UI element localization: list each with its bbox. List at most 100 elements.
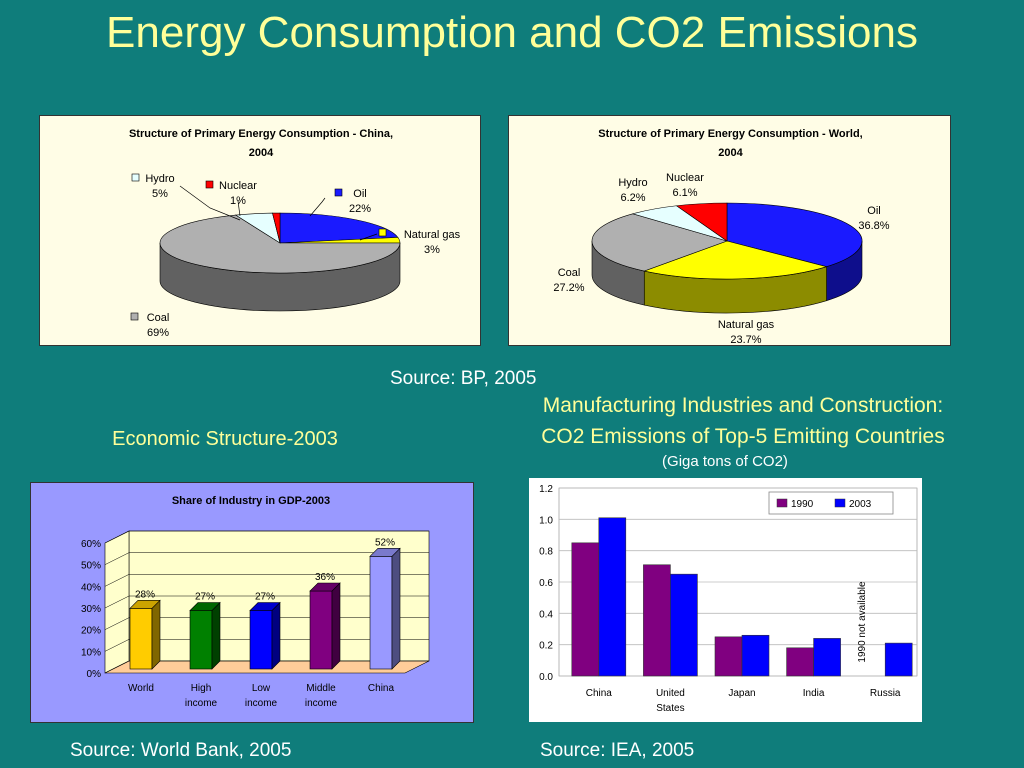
pie-title-line2: 2004 xyxy=(718,147,743,159)
legend-label-1990: 1990 xyxy=(791,499,814,510)
co2-bar-chart: 0.0 0.2 0.4 0.6 0.8 1.0 1.2 China United States Ja… xyxy=(539,484,918,714)
pie-value-nuclear: 6.1% xyxy=(672,187,697,199)
pie-label-nuclear: Nuclear xyxy=(666,172,704,184)
bar-top xyxy=(249,602,281,611)
bar-value-label: 27% xyxy=(195,592,215,603)
leader-line-oil xyxy=(309,197,326,217)
pie-slice-oil xyxy=(279,212,399,244)
pie-value-coal: 69% xyxy=(147,327,169,339)
y-tick-label: 0.6 xyxy=(539,578,553,589)
legend-key-hydro xyxy=(131,173,140,182)
legend-label-2003: 2003 xyxy=(849,499,872,510)
bar-1990 xyxy=(643,564,671,677)
industry-bar-panel: Share of Industry in GDP-2003 0% 10% 20% 30%… xyxy=(30,482,474,723)
bar-front xyxy=(249,610,273,670)
bar-front xyxy=(309,590,333,670)
pie-value-coal: 27.2% xyxy=(553,282,584,294)
pie-value-natural-gas: 3% xyxy=(424,244,440,256)
gridline xyxy=(104,574,429,587)
bar-top xyxy=(189,602,221,611)
pie-label-oil: Oil xyxy=(867,205,880,217)
mfg-heading-line1: Manufacturing Industries and Constructio… xyxy=(542,394,944,417)
pie-label-coal: Coal xyxy=(558,267,581,279)
pie-slice-nuclear xyxy=(272,212,281,244)
x-category-label: Low xyxy=(252,683,271,694)
pie-title-line1: Structure of Primary Energy Consumption … xyxy=(129,128,393,140)
leader-line-hydro xyxy=(179,185,241,221)
pie-title-line2: 2004 xyxy=(249,147,274,159)
x-category-label: China xyxy=(586,688,613,699)
gridline xyxy=(104,530,429,544)
bar-2003 xyxy=(598,517,627,677)
bar-value-label: 28% xyxy=(135,589,155,600)
econ-heading: Economic Structure-2003 xyxy=(112,428,338,450)
y-tick-label: 1.0 xyxy=(539,515,553,526)
x-category-label: Middle xyxy=(306,683,336,694)
x-category-label: United xyxy=(656,688,685,699)
pie-title-line1: Structure of Primary Energy Consumption … xyxy=(598,128,862,140)
pie-slice-nuclear xyxy=(675,202,728,242)
co2-bar-panel: 0.0 0.2 0.4 0.6 0.8 1.0 1.2 China United States Ja… xyxy=(529,478,922,722)
bar-side xyxy=(331,582,341,670)
bar-value-label: 27% xyxy=(255,592,275,603)
bar-1990 xyxy=(571,542,600,677)
y-tick-label: 50% xyxy=(81,561,101,572)
bar-front xyxy=(189,610,213,670)
legend-key-2003 xyxy=(834,498,846,508)
y-tick-label: 10% xyxy=(81,647,101,658)
y-tick-label: 20% xyxy=(81,626,101,637)
bar-top xyxy=(369,548,401,557)
bar-side xyxy=(151,599,161,670)
pie-value-natural-gas: 23.7% xyxy=(730,334,761,346)
pie-label-hydro: Hydro xyxy=(618,177,647,189)
y-tick-label: 40% xyxy=(81,582,101,593)
bar-front xyxy=(369,556,393,670)
annotation-1990-not-available: 1990 not available xyxy=(857,581,868,663)
pie-label-natural-gas: Natural gas xyxy=(718,319,775,331)
pie-value-oil: 22% xyxy=(349,203,371,215)
leader-line-natural-gas xyxy=(359,233,378,241)
mfg-heading-line2: CO2 Emissions of Top-5 Emitting Countrie… xyxy=(541,425,945,448)
bar-2003 xyxy=(884,642,913,677)
x-category-label: income xyxy=(305,698,338,709)
bar-side xyxy=(271,601,281,670)
gridline xyxy=(104,552,429,565)
bar-value-label: 52% xyxy=(375,537,395,548)
x-category-label: States xyxy=(656,703,684,714)
bar-1990 xyxy=(714,636,743,677)
x-category-label: India xyxy=(803,688,825,699)
legend-box xyxy=(768,491,894,515)
pie-label-nuclear: Nuclear xyxy=(219,180,257,192)
x-category-label: High xyxy=(191,683,212,694)
china-pie-panel: Structure of Primary Energy Consumption … xyxy=(39,115,481,346)
china-pie-chart: Structure of Primary Energy Consumption … xyxy=(129,128,461,339)
bar-front xyxy=(129,608,153,670)
pie-value-hydro: 6.2% xyxy=(620,192,645,204)
legend-key-oil xyxy=(334,188,343,197)
y-tick-label: 0% xyxy=(87,669,102,680)
bar-2003 xyxy=(741,634,770,677)
bar-2003 xyxy=(670,573,698,677)
legend-key-nuclear xyxy=(205,180,214,189)
pie-slice-coal xyxy=(591,213,728,272)
pie-value-hydro: 5% xyxy=(152,188,168,200)
legend-key-coal xyxy=(130,312,139,321)
world-pie-panel: Structure of Primary Energy Consumption … xyxy=(508,115,951,346)
bar-chart-title: Share of Industry in GDP-2003 xyxy=(172,495,330,507)
bar-value-label: 36% xyxy=(315,572,335,583)
y-tick-label: 0.4 xyxy=(539,609,553,620)
bar-side xyxy=(391,547,401,670)
bar-top xyxy=(129,600,161,609)
bar-1990 xyxy=(786,647,814,677)
bar-2003 xyxy=(813,638,841,677)
pie-label-hydro: Hydro xyxy=(145,173,174,185)
leader-line-nuclear xyxy=(237,200,241,217)
bar-top xyxy=(309,582,341,592)
legend-key-natural-gas xyxy=(378,228,387,237)
y-tick-label: 60% xyxy=(81,539,101,550)
mfg-unit: (Giga tons of CO2) xyxy=(662,453,788,470)
pie-slice-natural-gas xyxy=(643,240,828,280)
pie-label-natural-gas: Natural gas xyxy=(404,229,461,241)
x-category-label: Japan xyxy=(728,688,755,699)
x-category-label: China xyxy=(368,683,395,694)
